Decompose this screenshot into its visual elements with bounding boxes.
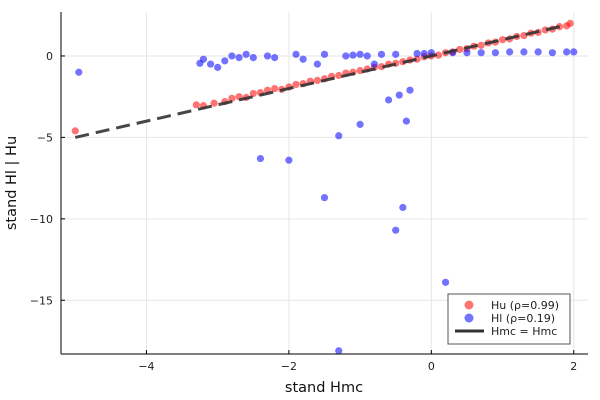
hl-point-26 [371,61,378,68]
x-tick-label-2: 0 [428,360,435,373]
legend-hu-marker [465,301,474,310]
series-hu-points [72,20,574,135]
hl-point-41 [478,49,485,56]
hl-point-32 [399,204,406,211]
hl-point-35 [413,50,420,57]
hl-point-46 [549,49,556,56]
hl-point-21 [342,52,349,59]
reference-line [75,25,566,137]
hu-point-0 [72,127,79,134]
hl-point-18 [321,51,328,58]
hl-point-40 [463,49,470,56]
x-tick-label-1: −2 [281,360,297,373]
hl-point-33 [403,118,410,125]
hl-point-8 [243,51,250,58]
hl-point-17 [321,194,328,201]
legend-hl-label: Hl (ρ=0.19) [491,312,555,325]
x-axis-title: stand Hmc [285,380,363,396]
hu-point-1 [193,101,200,108]
y-tick-label-3: −15 [30,294,53,307]
hl-point-30 [392,51,399,58]
legend-hu-label: Hu (ρ=0.99) [491,299,559,312]
x-axis-ticks: −4 −2 0 2 [138,350,577,373]
x-tick-label-0: −4 [138,360,154,373]
hl-point-20 [335,132,342,139]
legend-line-label: Hmc = Hmc [491,325,557,338]
hl-point-38 [442,279,449,286]
hl-point-43 [506,48,513,55]
hl-point-44 [520,48,527,55]
hl-point-29 [392,227,399,234]
hl-point-9 [250,54,257,61]
y-axis-title: stand Hl | Hu [4,136,20,230]
hl-point-14 [292,51,299,58]
hl-point-16 [314,61,321,68]
hl-point-31 [396,91,403,98]
hl-point-7 [235,54,242,61]
x-tick-label-3: 2 [570,360,577,373]
legend-hl-marker [465,314,474,323]
hl-point-25 [364,52,371,59]
hl-point-10 [257,155,264,162]
hl-point-48 [570,48,577,55]
hl-point-24 [357,121,364,128]
hl-point-34 [406,87,413,94]
hl-point-15 [300,56,307,63]
y-tick-label-2: −10 [30,213,53,226]
hl-point-3 [200,56,207,63]
hl-point-13 [285,157,292,164]
hl-point-2 [207,61,214,68]
hl-point-11 [264,52,271,59]
hu-point-43 [499,36,506,43]
y-tick-label-1: −5 [37,131,53,144]
hl-point-5 [221,57,228,64]
y-tick-label-0: 0 [46,50,53,63]
hu-point-40 [478,42,485,49]
hl-point-42 [492,49,499,56]
hl-point-23 [357,51,364,58]
hu-point-53 [567,20,574,27]
hl-point-12 [271,54,278,61]
hl-point-0 [75,69,82,76]
hl-point-19 [335,347,342,354]
legend: Hu (ρ=0.99) Hl (ρ=0.19) Hmc = Hmc [448,294,570,344]
hl-point-28 [385,96,392,103]
hl-point-27 [378,51,385,58]
series-reference-line [75,25,566,137]
hl-point-45 [535,48,542,55]
hl-point-6 [228,52,235,59]
hl-point-22 [349,52,356,59]
hl-point-4 [214,64,221,71]
hu-point-17 [314,77,321,84]
hl-point-47 [563,48,570,55]
y-axis-ticks: 0 −5 −10 −15 [30,50,65,307]
